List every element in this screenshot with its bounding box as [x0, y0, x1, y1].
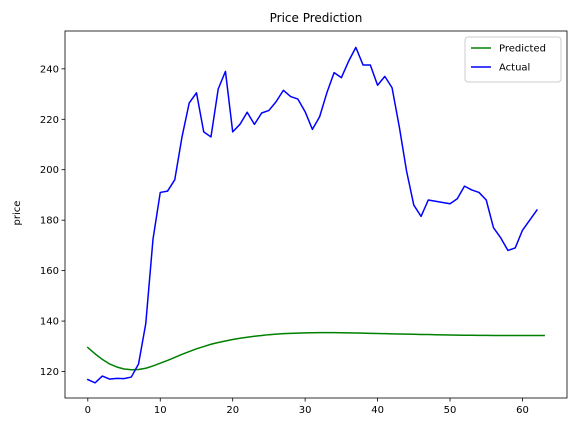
x-ticks: 0 10 20 30 40 50 60: [85, 398, 529, 416]
legend: Predicted Actual: [464, 36, 562, 83]
x-tick-label: 40: [371, 405, 384, 416]
x-tick-label: 30: [299, 405, 312, 416]
x-tick-label: 10: [154, 405, 167, 416]
y-axis-label: price: [12, 201, 23, 226]
x-tick-label: 50: [444, 405, 457, 416]
y-tick-label: 140: [40, 317, 59, 328]
legend-label-predicted: Predicted: [499, 44, 546, 55]
chart-title: Price Prediction: [270, 11, 363, 25]
y-tick-label: 160: [40, 266, 59, 277]
y-tick-label: 200: [40, 165, 59, 176]
y-tick-label: 120: [40, 367, 59, 378]
plot-lines: [86, 46, 545, 384]
x-tick-label: 0: [85, 405, 91, 416]
y-tick-label: 240: [40, 64, 59, 75]
y-tick-label: 180: [40, 216, 59, 227]
legend-label-actual: Actual: [499, 63, 530, 74]
x-tick-label: 20: [226, 405, 239, 416]
plot-frame: [64, 30, 568, 399]
series-line-actual: [86, 46, 538, 384]
y-ticks: 120 140 160 180 200 220 240: [40, 64, 65, 378]
y-tick-label: 220: [40, 115, 59, 126]
x-tick-label: 60: [516, 405, 529, 416]
series-line-predicted: [86, 331, 545, 371]
